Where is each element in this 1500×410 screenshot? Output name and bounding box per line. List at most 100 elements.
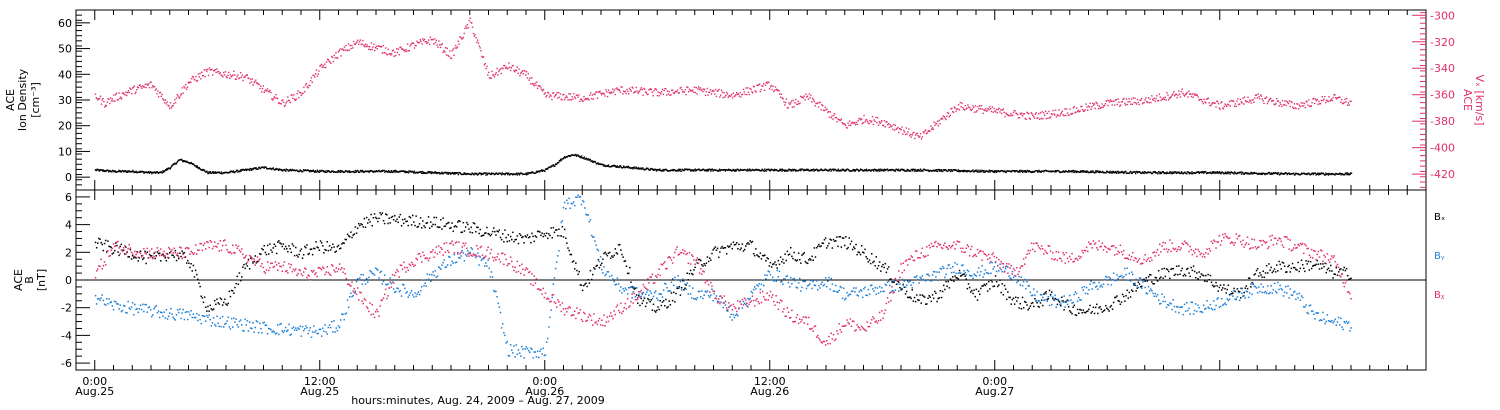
field-point <box>397 287 399 290</box>
field-point <box>278 333 280 336</box>
velocity-point <box>897 126 899 129</box>
field-point <box>489 235 492 237</box>
velocity-point <box>1292 107 1295 110</box>
velocity-point <box>558 91 560 94</box>
field-point <box>711 252 713 255</box>
velocity-point <box>417 41 419 44</box>
velocity-point <box>1295 107 1297 110</box>
velocity-point <box>537 85 540 87</box>
density-point <box>231 171 234 173</box>
velocity-point <box>728 95 730 97</box>
density-point <box>392 170 395 172</box>
density-point <box>134 171 137 173</box>
velocity-point <box>845 126 848 129</box>
velocity-point <box>974 105 977 107</box>
velocity-point <box>638 91 640 93</box>
density-point <box>943 169 946 172</box>
density-point <box>983 169 985 172</box>
density-point <box>784 169 786 171</box>
velocity-point <box>812 98 815 101</box>
velocity-point <box>567 99 569 101</box>
field-point <box>169 312 171 314</box>
field-point <box>473 222 476 225</box>
field-point <box>841 237 844 239</box>
velocity-point <box>1155 97 1157 100</box>
velocity-point <box>784 104 786 106</box>
field-point <box>521 236 523 239</box>
field-point <box>929 296 931 298</box>
field-point <box>146 311 148 313</box>
field-point <box>704 264 706 267</box>
field-point <box>1313 264 1315 267</box>
density-point <box>154 171 156 173</box>
velocity-point <box>538 85 540 87</box>
density-point <box>277 168 279 170</box>
velocity-point <box>741 93 744 96</box>
field-point <box>1146 280 1149 282</box>
field-point <box>1205 274 1207 277</box>
field-point <box>1011 298 1014 301</box>
density-point <box>634 167 637 169</box>
density-point <box>865 168 868 170</box>
velocity-point <box>423 40 425 42</box>
density-point <box>622 166 624 169</box>
velocity-point <box>136 86 139 88</box>
field-point <box>518 233 521 235</box>
field-point <box>1210 281 1213 283</box>
density-point <box>254 167 256 169</box>
field-point <box>107 240 109 242</box>
field-point <box>340 319 342 321</box>
field-point <box>320 242 323 244</box>
field-point <box>1171 267 1173 270</box>
velocity-point <box>760 88 762 91</box>
field-point <box>682 279 684 282</box>
density-point <box>345 170 347 172</box>
field-point <box>568 249 570 252</box>
velocity-point <box>1220 102 1222 104</box>
field-point <box>1155 277 1158 279</box>
field-point <box>399 289 402 292</box>
field-point <box>529 236 531 238</box>
field-point <box>1066 299 1069 301</box>
density-point <box>1037 170 1040 173</box>
density-point <box>436 171 438 174</box>
field-point <box>388 217 390 219</box>
velocity-point <box>994 110 996 112</box>
velocity-point <box>926 132 929 134</box>
velocity-point <box>1081 109 1084 111</box>
density-point <box>1171 172 1174 175</box>
field-point <box>209 318 211 321</box>
velocity-point <box>219 72 221 74</box>
density-point <box>1014 171 1016 173</box>
field-point <box>1083 311 1086 314</box>
density-point <box>739 169 741 172</box>
field-point <box>1085 310 1088 313</box>
density-point <box>449 173 452 175</box>
density-point <box>1318 174 1320 176</box>
field-point <box>610 257 612 259</box>
field-point <box>212 308 215 310</box>
velocity-point <box>595 91 597 94</box>
velocity-point <box>496 67 498 70</box>
field-point <box>731 247 733 250</box>
field-point <box>1087 310 1089 312</box>
velocity-point <box>1184 95 1186 97</box>
field-point <box>1151 281 1153 283</box>
velocity-point <box>1076 107 1078 109</box>
velocity-point <box>400 46 402 48</box>
velocity-point <box>257 83 259 85</box>
velocity-point <box>756 84 758 86</box>
velocity-point <box>786 107 788 109</box>
density-point <box>371 170 373 172</box>
field-point <box>1081 312 1083 314</box>
velocity-point <box>105 105 108 107</box>
velocity-point <box>1136 98 1139 101</box>
velocity-point <box>1107 104 1109 107</box>
field-point <box>157 310 160 312</box>
density-point <box>355 170 358 173</box>
field-point <box>170 307 172 310</box>
density-point <box>768 168 770 170</box>
density-point <box>316 169 318 171</box>
field-point <box>763 255 765 257</box>
field-point <box>139 250 142 252</box>
